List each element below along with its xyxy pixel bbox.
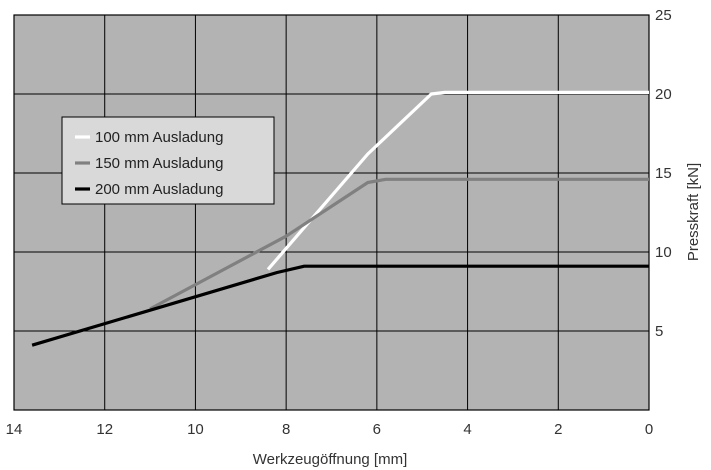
- legend-label: 200 mm Ausladung: [95, 181, 223, 198]
- x-tick-label: 12: [96, 421, 113, 438]
- plot-background: [14, 15, 649, 410]
- x-tick-label: 8: [282, 421, 290, 438]
- series-group: [31, 90, 649, 347]
- y-axis-label: Presskraft [kN]: [685, 163, 702, 261]
- legend-label: 150 mm Ausladung: [95, 155, 223, 172]
- legend-label: 100 mm Ausladung: [95, 129, 223, 146]
- series-line-1: [266, 90, 649, 271]
- y-tick-label: 25: [655, 7, 672, 24]
- x-tick-label: 14: [6, 421, 23, 438]
- y-tick-label: 20: [655, 86, 672, 103]
- x-tick-label: 2: [554, 421, 562, 438]
- x-axis-ticks: 14 12 10 8 6 4 2 0: [6, 421, 654, 438]
- y-axis-ticks: 5 10 15 20 25: [655, 7, 672, 340]
- x-tick-label: 0: [645, 421, 653, 438]
- legend-box: [61, 116, 275, 205]
- y-tick-label: 10: [655, 244, 672, 261]
- series-line-3: [31, 264, 649, 347]
- x-axis-label: Werkzeugöffnung [mm]: [253, 451, 408, 468]
- y-tick-label: 15: [655, 165, 672, 182]
- legend: 100 mm Ausladung 150 mm Ausladung 200 mm A…: [61, 116, 275, 205]
- x-tick-label: 10: [187, 421, 204, 438]
- x-tick-label: 6: [373, 421, 381, 438]
- plot-border: [13, 14, 650, 411]
- y-tick-label: 5: [655, 323, 663, 340]
- x-tick-label: 4: [463, 421, 471, 438]
- series-line-2: [149, 177, 649, 311]
